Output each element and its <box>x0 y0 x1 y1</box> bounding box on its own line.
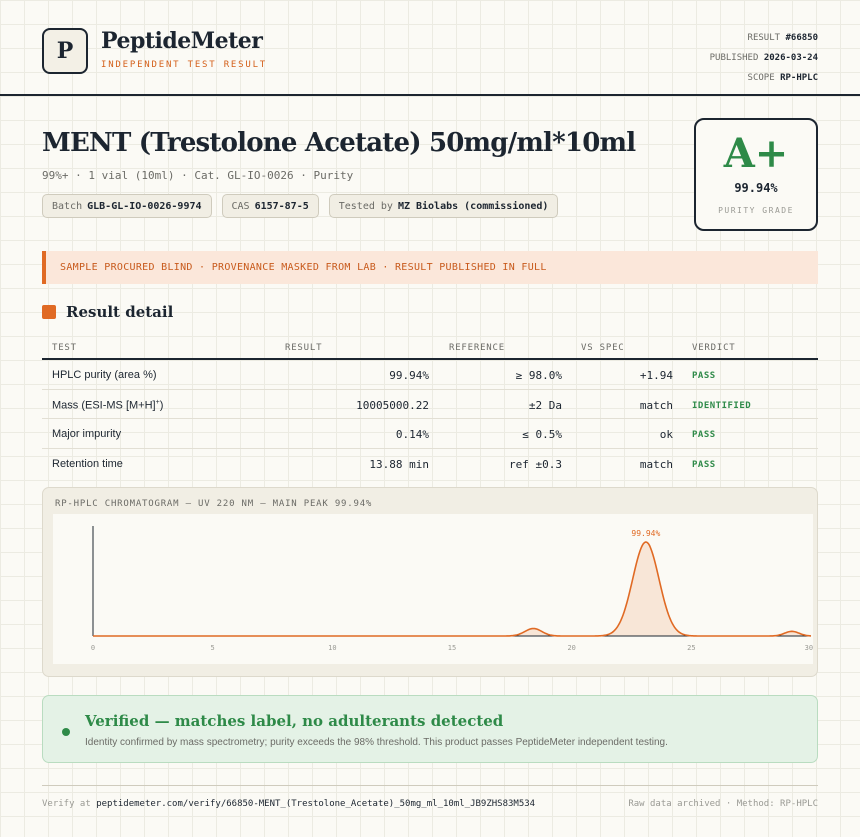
cell-vs-spec: +1.94 <box>639 369 673 382</box>
product-chips: Batch GLB-GL-IO-0026-9974 CAS 6157-87-5 Te… <box>42 194 559 218</box>
grade-label: PURITY GRADE <box>718 206 794 215</box>
provenance-banner: SAMPLE PROCURED BLIND · PROVENANCE MASKE… <box>42 251 818 284</box>
cell-vs-spec: ok <box>659 428 673 441</box>
verified-panel: Verified — matches label, no adulterants… <box>42 695 818 763</box>
chip-value: MZ Biolabs (commissioned) <box>397 200 549 212</box>
grade-letter: A+ <box>723 130 789 177</box>
product-title: MENT (Trestolone Acetate) 50mg/ml*10ml <box>42 128 636 158</box>
published-label: PUBLISHED <box>709 53 759 63</box>
cell-test: Major impurity <box>52 428 122 440</box>
cell-verdict: PASS <box>692 430 716 440</box>
cell-reference: ±2 Da <box>528 398 562 412</box>
table-row: Retention time 13.88 min ref ±0.3 match … <box>42 449 818 479</box>
chromatogram-card: RP-HPLC CHROMATOGRAM — UV 220 NM — MAIN … <box>42 487 818 677</box>
footer-method: Raw data archived · Method: RP-HPLC <box>628 799 818 809</box>
grade-percent: 99.94% <box>734 181 778 195</box>
peak-label: 99.94% <box>631 529 660 538</box>
x-tick-label: 15 <box>448 644 456 652</box>
purity-grade-card: A+ 99.94% PURITY GRADE <box>694 118 818 231</box>
chip-label: Tested by <box>338 200 393 212</box>
cell-verdict: IDENTIFIED <box>692 400 752 411</box>
section-marker-icon <box>42 305 56 319</box>
chip-label: CAS <box>231 200 250 212</box>
cell-result: 10005000.22 <box>356 398 429 412</box>
footer-verify: Verify at peptidemeter.com/verify/66850-… <box>42 799 535 809</box>
result-label: RESULT <box>747 33 781 43</box>
cell-result: 0.14% <box>395 428 429 441</box>
cell-test-suffix: ) <box>159 399 164 412</box>
footer-divider <box>42 785 818 786</box>
brand-logo[interactable]: P <box>42 28 88 74</box>
cell-verdict: PASS <box>692 459 716 470</box>
chart-plot-area <box>53 514 813 664</box>
scope-value: RP-HPLC <box>780 73 818 83</box>
chromatogram-area <box>93 542 811 636</box>
table-row: Major impurity 0.14% ≤ 0.5% ok PASS <box>42 419 818 449</box>
logo-letter: P <box>56 38 74 64</box>
chromatogram-line <box>93 541 812 637</box>
result-value: #66850 <box>785 33 818 43</box>
published-row: PUBLISHED 2026-03-24 <box>710 48 818 68</box>
cell-test-text: Mass (ESI-MS [M+H] <box>52 399 156 412</box>
section-title: Result detail <box>66 303 174 321</box>
table-row: Mass (ESI-MS [M+H]+) 10005000.22 ±2 Da m… <box>42 390 818 419</box>
col-test: TEST <box>52 343 77 353</box>
verified-title: Verified — matches label, no adulterants… <box>85 712 504 730</box>
cell-verdict: PASS <box>692 371 716 381</box>
scope-label: SCOPE <box>747 73 775 83</box>
col-vs-spec: VS SPEC <box>581 343 625 353</box>
cell-test-sup: + <box>155 398 160 406</box>
x-tick-label: 25 <box>687 644 695 652</box>
cell-test: Mass (ESI-MS [M+H]+) <box>52 399 163 412</box>
verified-text: Identity confirmed by mass spectrometry;… <box>85 737 668 748</box>
col-verdict: VERDICT <box>692 343 736 353</box>
published-value: 2026-03-24 <box>763 53 818 63</box>
table-row: HPLC purity (area %) 99.94% ≥ 98.0% +1.9… <box>42 360 818 390</box>
cell-vs-spec: match <box>639 398 673 412</box>
chip-label: Batch <box>52 200 83 212</box>
page-header: P PeptideMeter INDEPENDENT TEST RESULT R… <box>0 0 860 96</box>
x-tick-label: 30m <box>805 644 813 652</box>
cell-result: 13.88 min <box>369 457 429 471</box>
result-detail-heading: Result detail <box>42 303 173 321</box>
table-header: TEST RESULT REFERENCE VS SPEC VERDICT <box>42 338 818 360</box>
verify-prefix: Verify at <box>42 799 91 809</box>
cell-test: HPLC purity (area %) <box>52 369 157 381</box>
x-tick-label: 5 <box>211 644 215 652</box>
cell-reference: ≤ 0.5% <box>522 428 562 441</box>
chromatogram-chart: 0 5 10 15 20 25 30m 99.94% <box>53 514 813 664</box>
cell-reference: ref ±0.3 <box>509 457 562 471</box>
cell-vs-spec: match <box>639 457 673 471</box>
verify-link[interactable]: peptidemeter.com/verify/66850-MENT_(Tres… <box>96 799 536 809</box>
product-subtitle: 99%+ · 1 vial (10ml) · Cat. GL-IO-0026 ·… <box>42 169 354 182</box>
cell-reference: ≥ 98.0% <box>515 369 562 382</box>
result-meta: RESULT #66850 PUBLISHED 2026-03-24 SCOPE… <box>710 28 818 88</box>
cell-test: Retention time <box>52 457 123 470</box>
chip-value: GLB-GL-IO-0026-9974 <box>87 200 202 212</box>
batch-chip: Batch GLB-GL-IO-0026-9974 <box>42 194 212 218</box>
verified-dot-icon <box>62 728 70 736</box>
result-table: TEST RESULT REFERENCE VS SPEC VERDICT HP… <box>42 338 818 478</box>
col-result: RESULT <box>285 343 323 353</box>
brand-name[interactable]: PeptideMeter <box>101 28 263 54</box>
brand-subtitle: INDEPENDENT TEST RESULT <box>101 60 268 70</box>
col-reference: REFERENCE <box>449 343 505 353</box>
result-id-row: RESULT #66850 <box>710 28 818 48</box>
cas-chip: CAS 6157-87-5 <box>221 194 319 218</box>
tested-by-chip: Tested by MZ Biolabs (commissioned) <box>328 194 559 218</box>
x-tick-label: 20 <box>567 644 575 652</box>
chart-title: RP-HPLC CHROMATOGRAM — UV 220 NM — MAIN … <box>55 499 373 509</box>
x-tick-label: 10 <box>328 644 336 652</box>
chip-value: 6157-87-5 <box>254 200 309 212</box>
x-tick-label: 0 <box>91 644 95 652</box>
scope-row: SCOPE RP-HPLC <box>710 68 818 88</box>
cell-result: 99.94% <box>389 369 429 382</box>
